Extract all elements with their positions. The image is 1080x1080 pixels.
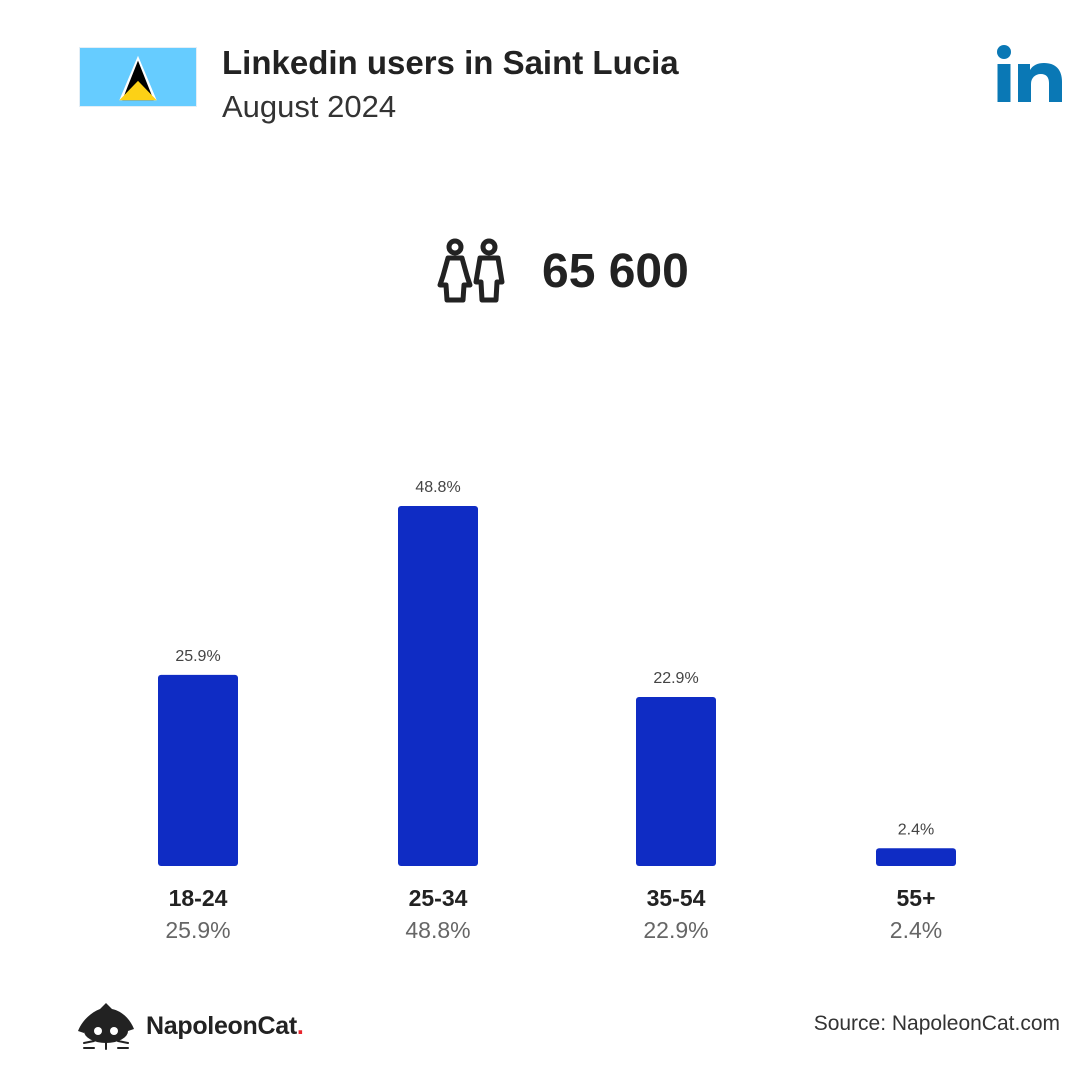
bar-25-34	[398, 505, 478, 866]
bar-55+	[876, 848, 956, 866]
linkedin-logo-icon	[996, 44, 1064, 104]
brand-name: NapoleonCat.	[146, 1012, 304, 1041]
source-credit: Source: NapoleonCat.com	[813, 1012, 1060, 1035]
brand-dot: .	[296, 1011, 304, 1040]
people-icon	[437, 238, 505, 303]
bar-18-24	[158, 674, 238, 866]
bar-35-54	[636, 697, 716, 866]
x-tick-label: 18-24	[169, 885, 228, 911]
x-tick-label: 25-34	[409, 885, 468, 911]
x-tick-label: 35-54	[647, 885, 706, 911]
bar-value-label: 48.8%	[415, 479, 460, 496]
category-percent-label: 2.4%	[890, 917, 942, 943]
x-tick-label: 55+	[896, 885, 935, 911]
bar-value-label: 22.9%	[653, 670, 698, 687]
bar-value-label: 2.4%	[898, 821, 934, 838]
chart-subtitle: August 2024	[222, 89, 397, 124]
total-users: 65 600	[436, 236, 689, 306]
category-percent-label: 22.9%	[643, 917, 708, 943]
chart-title: Linkedin users in Saint Lucia	[222, 44, 679, 81]
bar-value-label: 25.9%	[175, 648, 220, 665]
category-percent-label: 25.9%	[165, 917, 230, 943]
age-bar-chart: 25.9% 18-24 25.9% 48.8% 25-34 48.8% 22.9% 35-54…	[158, 479, 956, 943]
category-percent-label: 48.8%	[405, 917, 470, 943]
brand-logo: NapoleonCat.	[76, 1000, 304, 1052]
brand-name-text: NapoleonCat	[146, 1011, 297, 1040]
saint-lucia-flag-icon	[79, 47, 197, 107]
total-users-value: 65 600	[542, 244, 689, 298]
napoleoncat-logo-icon	[78, 1003, 134, 1050]
